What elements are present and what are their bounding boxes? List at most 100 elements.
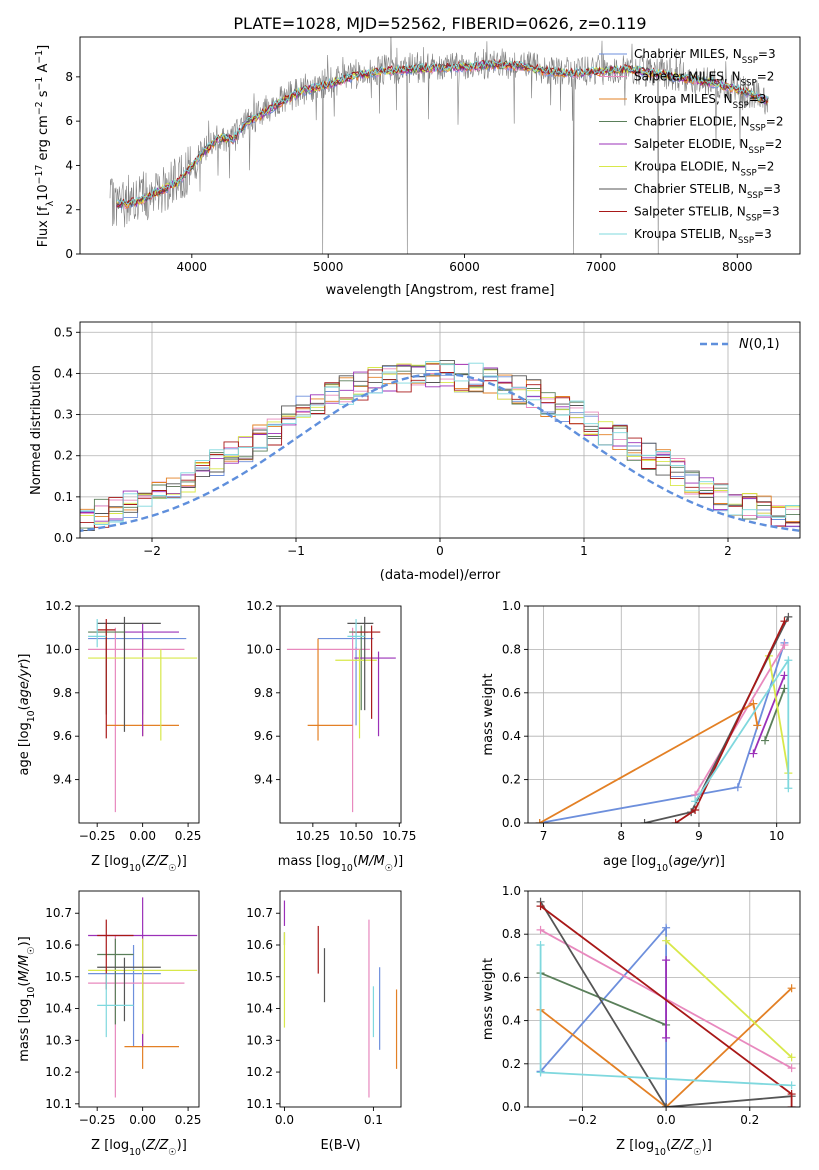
axes-frame: 7 8 9 10 0.0 0.2 0.4 0.6 0.8 1.0 [502,599,800,843]
x-tick-label: 2 [724,544,732,558]
y-tick-label: 10.7 [45,906,72,920]
chart-residuals: −2 −1 0 1 20.00.10.20.30.40.5N(0,1)(data-mod… [0,322,819,583]
data-point-marker [780,641,788,649]
plot-area [0,360,819,536]
chart-mass_vs_EBV: 0.0 0.110.110.210.310.410.510.610.7 E(B-V) [246,891,401,1153]
errorbar-chabrier-elodie [97,939,133,1025]
axes-border [79,891,199,1107]
y-tick-label: 10.5 [246,970,273,984]
x-axis-label: wavelength [Angstrom, rest frame] [326,283,555,298]
y-tick-label: 0 [65,247,73,261]
data-point-marker [780,671,788,679]
errorbar-salpeter-miles [88,935,184,1097]
chart-age_vs_mass: 10.25 10.50 10.75 9.4 9.6 9.8 10.0 10.2 mass [lo… [246,599,416,874]
y-tick-label: 9.8 [53,686,72,700]
data-point-marker [537,926,545,934]
data-point-marker [662,956,670,964]
data-point-marker [780,684,788,692]
series-chabrier-elodie [537,969,671,1029]
y-tick-label: 0.4 [502,729,521,743]
x-tick-label: −0.25 [79,1113,116,1127]
y-axis-label: Flux [fλ10−17 erg cm−2 s−1 A−1] [34,45,56,247]
legend-entry: Salpeter STELIB, NSSP=3 [634,205,780,224]
y-tick-label: 10.7 [246,906,273,920]
x-tick-label: 7 [540,829,548,843]
x-tick-label: −1 [287,544,305,558]
x-tick-label: 0.00 [129,1113,156,1127]
y-tick-label: 0.2 [54,449,73,463]
x-tick-label: 0.25 [175,1113,202,1127]
errorbar-salpeter-elodie [124,623,179,736]
chart-mass_weight_vs_Z: −0.2 0.0 0.20.00.20.40.60.81.0Z [log10(Z/Z… [481,884,800,1158]
series-chabrier-miles [536,639,789,827]
x-tick-label: 7000 [586,260,617,274]
y-tick-label: 9.8 [254,686,273,700]
plot-area [284,901,396,1098]
x-axis-label: mass [log10(M/M☉)] [278,854,404,874]
y-tick-label: 0.4 [54,366,73,380]
series-kroupa-miles [536,700,762,827]
y-tick-label: 9.4 [53,773,72,787]
series-line [753,675,784,753]
histogram-kroupa-stelib [0,361,819,536]
x-tick-label: 6000 [449,260,480,274]
y-tick-label: 0.0 [502,1100,521,1114]
y-tick-label: 4 [65,158,73,172]
x-axis-label: Z [log10(Z/Z☉)] [91,854,187,874]
x-axis-label: Z [log10(Z/Z☉)] [616,1138,712,1158]
plot-area [88,617,197,812]
x-tick-label: 10 [769,829,784,843]
y-tick-label: 9.4 [254,773,273,787]
y-tick-label: 10.5 [45,970,72,984]
x-tick-label: −0.2 [568,1113,597,1127]
legend-entry: Chabrier STELIB, NSSP=3 [634,182,781,201]
x-axis-label: Z [log10(Z/Z☉)] [91,1138,187,1158]
y-tick-label: 2 [65,203,73,217]
x-tick-label: −2 [143,544,161,558]
x-tick-label: 10.25 [296,829,330,843]
axes-frame: 0.0 0.110.110.210.310.410.510.610.7 [246,891,401,1127]
series-salpeter-miles [691,641,788,799]
y-tick-label: 1.0 [502,884,521,898]
errorbar-kroupa-elodie [88,939,197,1034]
legend-entry: N(0,1) [739,337,780,352]
axes-border [528,606,800,823]
x-tick-label: 5000 [313,260,344,274]
x-tick-label: 0 [436,544,444,558]
y-axis-label: mass [log10(M/M☉)] [17,936,37,1062]
y-tick-label: 10.1 [246,1097,273,1111]
series-line [540,704,758,823]
y-tick-label: 6 [65,114,73,128]
series-line [540,643,785,823]
legend-entry: Kroupa ELODIE, NSSP=2 [634,160,774,179]
x-tick-label: 8 [617,829,625,843]
x-tick-label: −0.25 [79,829,116,843]
y-tick-label: 0.2 [502,773,521,787]
y-tick-label: 10.1 [45,1097,72,1111]
y-tick-label: 0.4 [502,1014,521,1028]
series-line [666,941,792,1058]
series-line [541,973,667,1025]
errorbar-salpeter-miles [88,628,184,812]
y-tick-label: 9.6 [254,729,273,743]
y-tick-label: 9.6 [53,729,72,743]
y-tick-label: 10.6 [45,938,72,952]
chart-mass_vs_Z: −0.25 0.00 0.2510.110.210.310.410.510.610.… [17,891,201,1158]
plot-area [536,613,793,827]
x-tick-label: 10.75 [382,829,416,843]
series-kroupa-elodie [662,937,796,1062]
series-line [676,621,785,823]
y-tick-label: 0.0 [54,531,73,545]
data-point-marker [784,613,792,621]
y-tick-label: 0.3 [54,408,73,422]
x-tick-label: 9 [695,829,703,843]
x-axis-label: E(B-V) [320,1138,360,1153]
legend: Chabrier MILES, NSSP=3Salpeter MILES, NS… [599,47,783,246]
y-axis-label: Normed distribution [29,365,44,495]
chart-spectrum: 4000 5000 6000 7000 800002468Chabrier MILES,… [34,32,801,298]
x-tick-label: 8000 [722,260,753,274]
series-line [695,660,788,801]
plot-area [287,617,396,812]
y-tick-label: 0.2 [502,1057,521,1071]
x-tick-label: 0.0 [275,1113,294,1127]
